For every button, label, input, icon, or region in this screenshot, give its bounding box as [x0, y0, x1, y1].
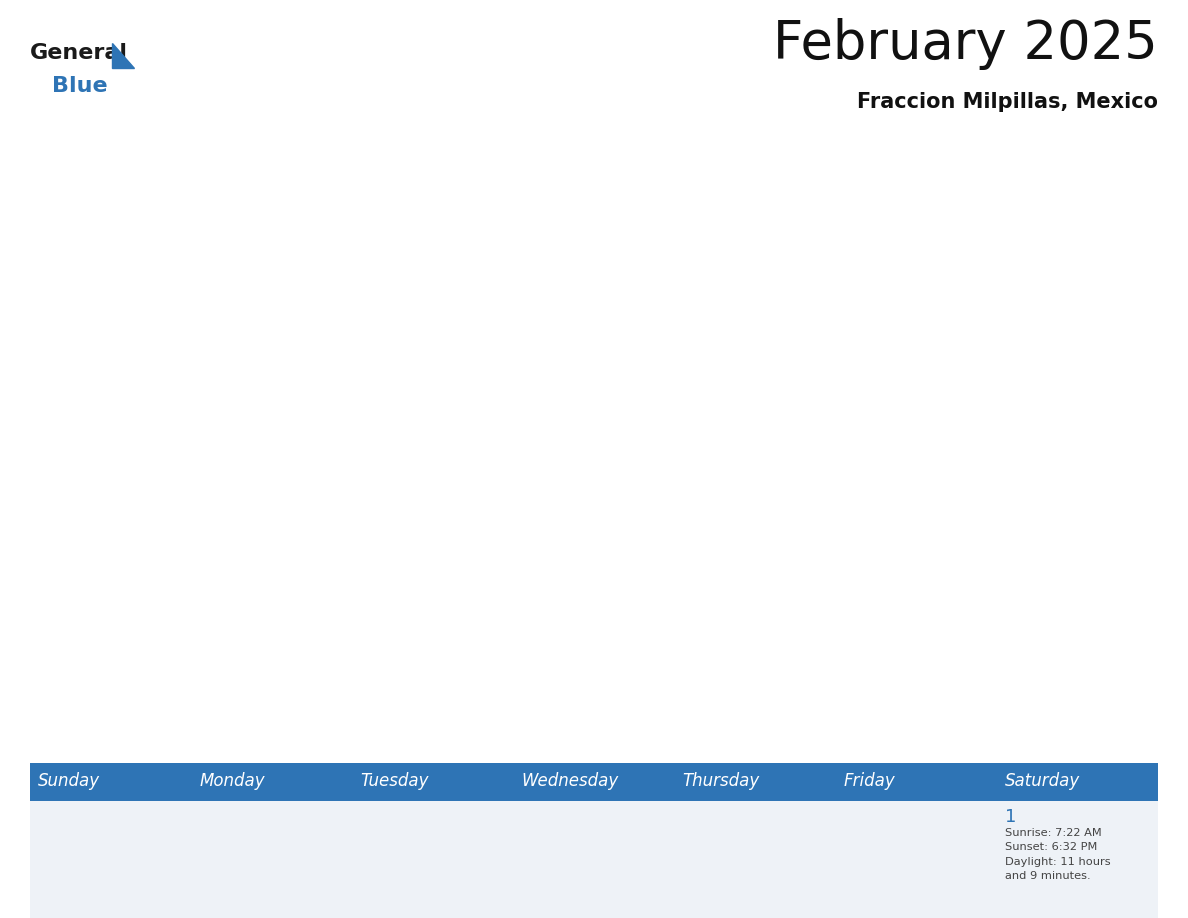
Text: Thursday: Thursday	[683, 771, 760, 789]
Text: Blue: Blue	[52, 75, 108, 95]
Polygon shape	[112, 42, 134, 68]
Text: Saturday: Saturday	[1005, 771, 1080, 789]
Bar	[30, 763, 191, 798]
Text: 1: 1	[1005, 808, 1016, 826]
Bar	[30, 798, 1158, 800]
Text: Wednesday: Wednesday	[522, 771, 619, 789]
Text: Tuesday: Tuesday	[360, 771, 429, 789]
Text: Fraccion Milpillas, Mexico: Fraccion Milpillas, Mexico	[857, 92, 1158, 112]
Bar	[997, 763, 1158, 798]
Text: Sunday: Sunday	[38, 771, 100, 789]
Text: Monday: Monday	[200, 771, 265, 789]
Text: February 2025: February 2025	[773, 18, 1158, 71]
Bar	[30, 800, 1158, 918]
Bar	[513, 763, 675, 798]
Text: Sunrise: 7:22 AM
Sunset: 6:32 PM
Daylight: 11 hours
and 9 minutes.: Sunrise: 7:22 AM Sunset: 6:32 PM Dayligh…	[1005, 828, 1111, 881]
Text: General: General	[30, 42, 128, 62]
Bar	[835, 763, 997, 798]
Bar	[191, 763, 353, 798]
Text: Friday: Friday	[843, 771, 896, 789]
Bar	[353, 763, 513, 798]
Bar	[675, 763, 835, 798]
